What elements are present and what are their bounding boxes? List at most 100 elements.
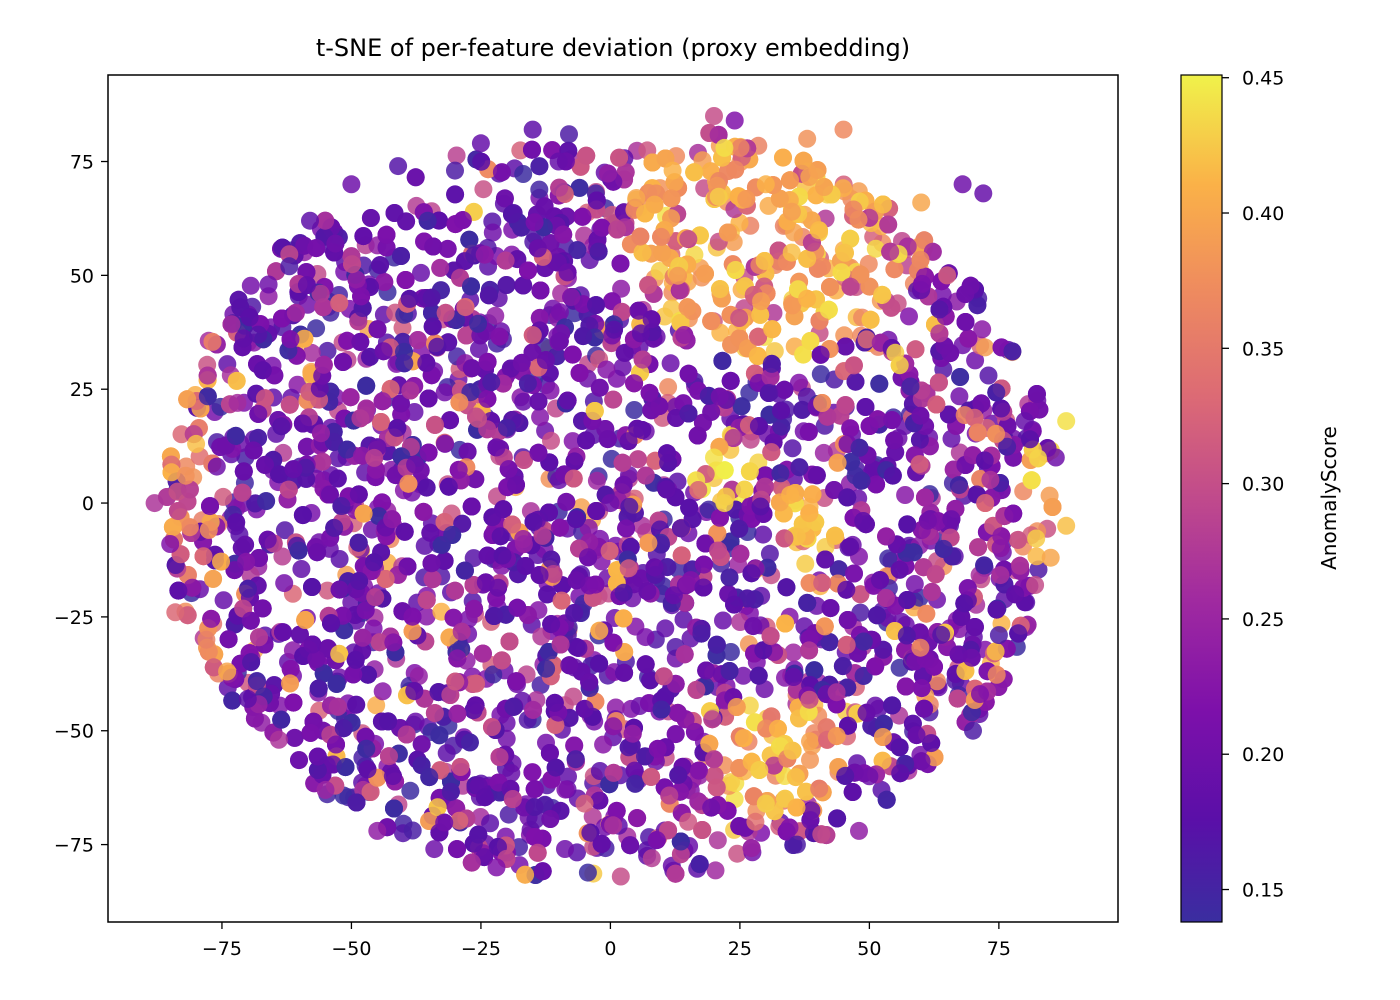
scatter-point [499,460,518,479]
scatter-point [705,750,723,769]
scatter-point [849,210,868,229]
scatter-point [866,239,885,258]
scatter-point [453,211,472,230]
scatter-point [401,781,420,800]
scatter-point [556,840,574,858]
scatter-point [1011,556,1029,575]
scatter-point [968,423,987,442]
scatter-point [800,167,819,186]
scatter-point [671,845,690,864]
scatter-point [241,276,260,295]
scatter-point [796,554,815,573]
scatter-point [966,351,985,370]
scatter-point [587,471,606,490]
scatter-point [474,180,493,199]
scatter-point [991,566,1010,585]
scatter-point [275,521,294,540]
scatter-point [819,300,838,319]
scatter-point [541,381,560,400]
scatter-point [289,541,308,560]
scatter-point [551,635,570,654]
scatter-point [493,546,512,565]
scatter-point [639,276,658,295]
scatter-point [910,430,929,449]
scatter-point [301,723,320,742]
scatter-point [446,581,464,600]
scatter-point [492,163,511,182]
scatter-point [563,432,582,451]
scatter-point [448,840,466,859]
scatter-point [406,168,425,187]
scatter-point [613,453,632,472]
scatter-point [710,387,729,406]
scatter-point [435,383,454,402]
scatter-point [219,630,238,649]
scatter-point [587,296,605,315]
scatter-point [499,805,518,824]
scatter-point [678,298,697,317]
scatter-point [776,614,795,633]
scatter-point [939,405,958,424]
scatter-point [912,752,931,771]
scatter-point [465,599,484,618]
scatter-point [876,589,895,607]
scatter-point [575,699,594,718]
scatter-point [354,504,373,523]
scatter-point [403,607,422,626]
scatter-point [347,270,366,289]
scatter-point [610,148,629,167]
scatter-point [613,358,632,377]
scatter-point [798,289,817,308]
scatter-point [688,426,707,445]
scatter-point [441,782,460,801]
scatter-point [981,470,1000,489]
scatter-point [508,598,527,617]
scatter-point [580,673,599,692]
scatter-point [483,718,501,737]
scatter-point [383,767,402,786]
scatter-point [906,340,925,359]
scatter-point [490,748,509,766]
scatter-point [1006,585,1025,604]
scatter-point [587,191,606,210]
scatter-point [361,209,380,227]
scatter-point [775,529,794,548]
scatter-point [816,550,835,569]
scatter-point [518,374,537,393]
scatter-point [444,608,463,627]
scatter-point [854,632,873,651]
scatter-point [525,828,544,846]
scatter-point [524,512,543,531]
scatter-point [1021,430,1039,449]
scatter-point [896,486,915,504]
scatter-point [430,726,449,745]
scatter-point [273,547,292,566]
scatter-point [672,546,691,565]
scatter-point [877,790,896,809]
scatter-point [800,641,819,660]
scatter-point [801,732,819,751]
scatter-point [832,263,851,282]
scatter-point [523,326,542,345]
scatter-point [975,451,994,470]
scatter-point [721,371,740,390]
scatter-point [948,689,967,708]
scatter-point [462,359,481,378]
scatter-point [203,332,222,351]
scatter-point [850,438,869,457]
scatter-point [293,414,312,433]
scatter-point [851,585,870,604]
scatter-point [405,682,424,701]
scatter-point [307,239,326,258]
scatter-point [768,719,787,738]
scatter-point [353,628,372,647]
scatter-point [772,401,790,420]
scatter-point [762,354,781,373]
scatter-point [922,734,941,753]
scatter-point [950,387,969,406]
scatter-point [1009,624,1028,643]
scatter-point [841,277,860,296]
scatter-point [285,728,304,747]
scatter-point [351,409,370,428]
